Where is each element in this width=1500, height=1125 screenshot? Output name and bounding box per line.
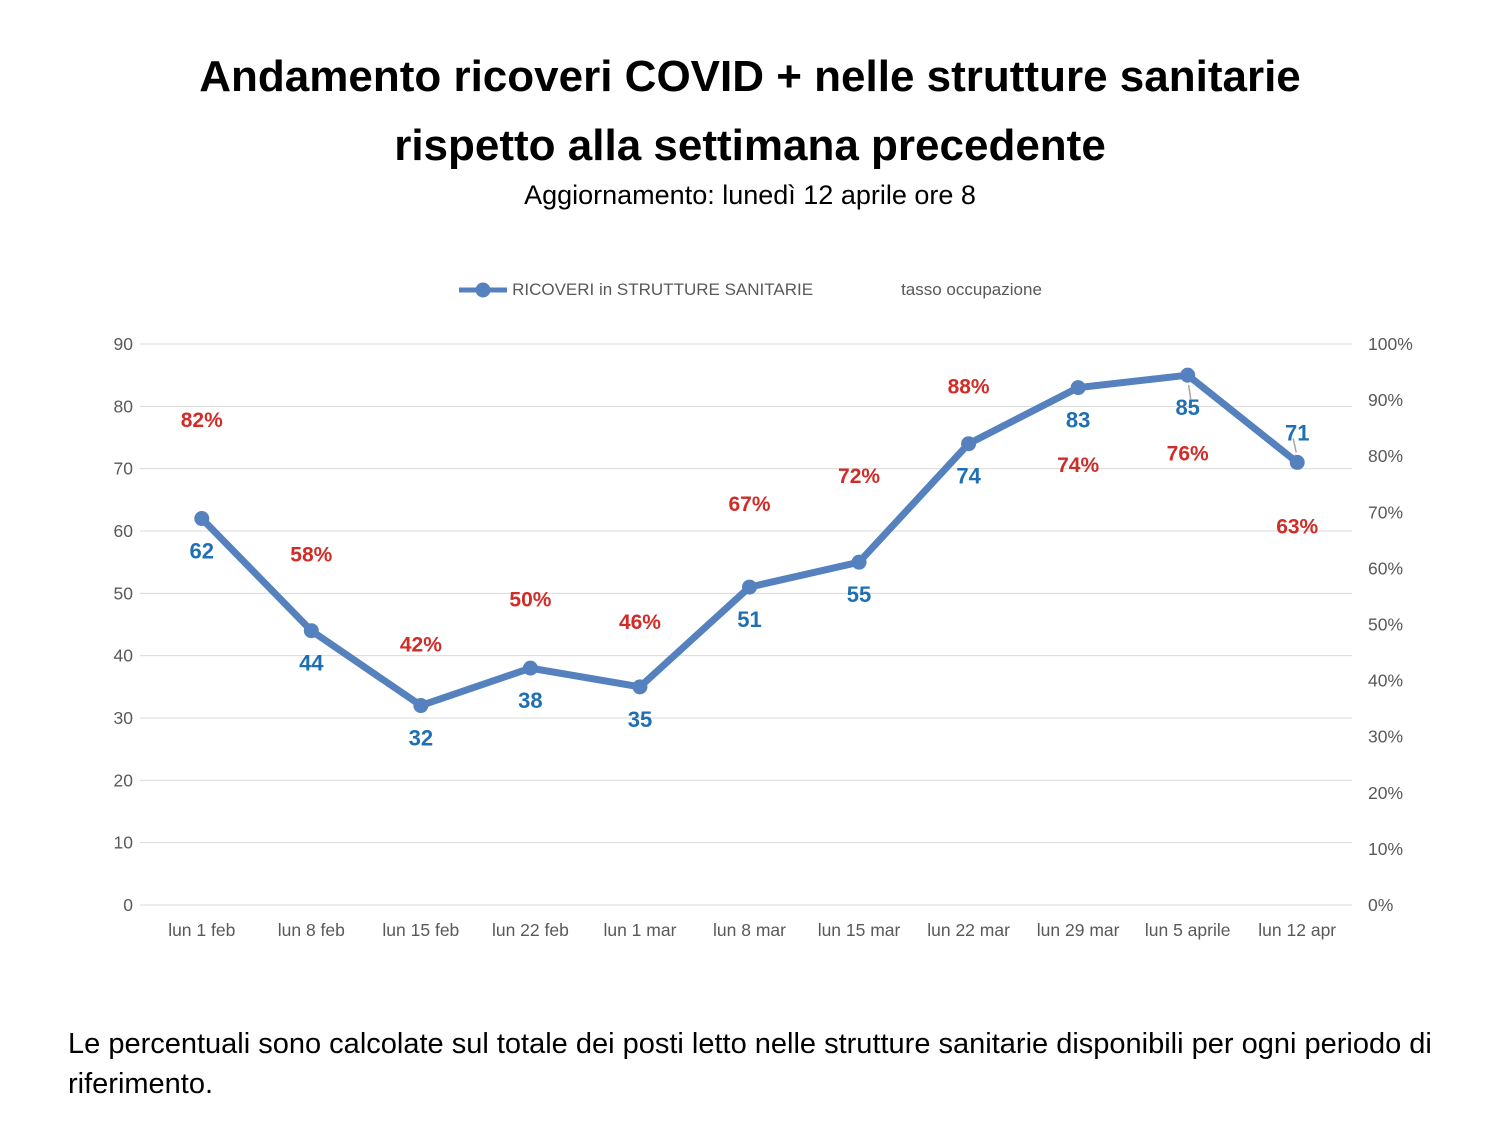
data-point-marker bbox=[632, 679, 648, 695]
y-axis-right-tick-label: 30% bbox=[1368, 727, 1403, 747]
x-axis-tick-label: lun 8 feb bbox=[278, 920, 345, 940]
y-axis-right-tick-label: 100% bbox=[1368, 334, 1413, 354]
value-label: 55 bbox=[847, 582, 871, 607]
chart-title-line2: rispetto alla settimana precedente bbox=[394, 121, 1106, 170]
legend-item-ricoveri: RICOVERI in STRUTTURE SANITARIE bbox=[458, 280, 813, 300]
line-marker-icon bbox=[459, 282, 508, 298]
data-point-marker bbox=[1180, 367, 1196, 383]
x-axis-tick-label: lun 8 mar bbox=[713, 920, 786, 940]
y-axis-left-labels: 0 10 20 30 40 50 60 70 80 90 bbox=[114, 334, 134, 915]
legend-label-tasso-occupazione: tasso occupazione bbox=[901, 280, 1042, 299]
pct-label: 72% bbox=[838, 465, 880, 488]
x-axis-tick-label: lun 22 mar bbox=[927, 920, 1010, 940]
value-label: 32 bbox=[409, 726, 433, 751]
data-point-marker bbox=[413, 698, 429, 714]
leader-line bbox=[1292, 438, 1297, 453]
x-axis-tick-label: lun 1 mar bbox=[603, 920, 676, 940]
pct-label: 58% bbox=[290, 544, 332, 567]
leader-line bbox=[1187, 385, 1192, 400]
pct-label: 74% bbox=[1057, 454, 1099, 477]
y-axis-left-tick-label: 40 bbox=[114, 646, 134, 666]
y-axis-right-tick-label: 20% bbox=[1368, 783, 1403, 803]
leader-lines bbox=[1187, 385, 1297, 453]
pct-label: 46% bbox=[619, 611, 661, 634]
data-point-marker bbox=[194, 511, 210, 527]
legend-item-tasso-occupazione: tasso occupazione bbox=[901, 280, 1042, 300]
data-point-marker bbox=[303, 623, 319, 639]
y-axis-right-tick-label: 40% bbox=[1368, 671, 1403, 691]
pct-labels: 82% 58% 42% 50% 46% 67% 72% 88% 74% 76% 63% bbox=[181, 375, 1319, 656]
data-point-marker bbox=[522, 660, 538, 676]
chart-subtitle: Aggiornamento: lunedì 12 aprile ore 8 bbox=[524, 180, 976, 210]
y-axis-right-labels: 0% 10% 20% 30% 40% 50% 60% 70% 80% 90% 100% bbox=[1368, 334, 1413, 915]
y-axis-left-tick-label: 50 bbox=[114, 583, 134, 603]
data-point-marker bbox=[1289, 454, 1305, 470]
pct-label: 63% bbox=[1276, 516, 1318, 539]
value-label: 71 bbox=[1285, 420, 1309, 445]
pct-label: 82% bbox=[181, 409, 223, 432]
y-axis-left-tick-label: 70 bbox=[114, 459, 134, 479]
x-axis-tick-label: lun 12 apr bbox=[1258, 920, 1336, 940]
y-axis-left-tick-label: 60 bbox=[114, 521, 134, 541]
value-label: 83 bbox=[1066, 408, 1090, 433]
x-axis-tick-label: lun 1 feb bbox=[168, 920, 235, 940]
pct-label: 42% bbox=[400, 633, 442, 656]
line-chart: 0 10 20 30 40 50 60 70 80 90 0% 10% 20% 30% 40% 50% 60% 7… bbox=[114, 334, 1413, 940]
pct-label: 76% bbox=[1167, 443, 1209, 466]
y-axis-right-tick-label: 0% bbox=[1368, 895, 1393, 915]
value-label: 74 bbox=[956, 464, 981, 489]
value-label: 38 bbox=[518, 688, 542, 713]
y-axis-left-tick-label: 0 bbox=[123, 895, 133, 915]
x-axis-tick-label: lun 29 mar bbox=[1037, 920, 1120, 940]
value-label: 62 bbox=[190, 539, 214, 564]
pct-label: 50% bbox=[509, 589, 551, 612]
value-label: 51 bbox=[737, 607, 761, 632]
x-axis-labels: lun 1 feb lun 8 feb lun 15 feb lun 22 feb lu… bbox=[168, 920, 1336, 940]
chart-title: Andamento ricoveri COVID + nelle struttu… bbox=[0, 42, 1500, 180]
value-label: 44 bbox=[299, 651, 324, 676]
y-axis-right-tick-label: 70% bbox=[1368, 502, 1403, 522]
legend-label-ricoveri: RICOVERI in STRUTTURE SANITARIE bbox=[512, 280, 814, 299]
y-axis-left-tick-label: 10 bbox=[114, 833, 134, 853]
chart-legend: RICOVERI in STRUTTURE SANITARIE tasso oc… bbox=[0, 280, 1500, 300]
data-point-marker bbox=[851, 554, 867, 570]
data-point-marker bbox=[742, 579, 757, 595]
x-axis-tick-label: lun 5 aprile bbox=[1145, 920, 1231, 940]
pct-label: 88% bbox=[948, 375, 990, 398]
data-point-marker bbox=[1070, 380, 1086, 396]
data-point-markers bbox=[194, 367, 1305, 714]
y-axis-left-tick-label: 80 bbox=[114, 396, 134, 416]
data-point-marker bbox=[961, 436, 977, 452]
x-axis-tick-label: lun 15 feb bbox=[382, 920, 459, 940]
y-axis-right-tick-label: 90% bbox=[1368, 390, 1403, 410]
y-axis-right-tick-label: 60% bbox=[1368, 558, 1403, 578]
y-axis-left-tick-label: 20 bbox=[114, 770, 134, 790]
pct-label: 67% bbox=[728, 493, 770, 516]
y-axis-right-tick-label: 50% bbox=[1368, 615, 1403, 635]
x-axis-tick-label: lun 22 feb bbox=[492, 920, 569, 940]
y-axis-left-tick-label: 90 bbox=[114, 334, 134, 354]
value-label: 85 bbox=[1175, 395, 1199, 420]
chart-title-line1: Andamento ricoveri COVID + nelle struttu… bbox=[199, 52, 1301, 101]
footnote: Le percentuali sono calcolate sul totale… bbox=[68, 1028, 1432, 1100]
value-label: 35 bbox=[628, 707, 652, 732]
y-axis-right-tick-label: 10% bbox=[1368, 839, 1403, 859]
y-axis-left-tick-label: 30 bbox=[114, 708, 134, 728]
value-labels: 62 44 32 38 35 51 55 74 83 85 71 bbox=[190, 395, 1310, 750]
x-axis-tick-label: lun 15 mar bbox=[818, 920, 901, 940]
y-axis-right-tick-label: 80% bbox=[1368, 446, 1403, 466]
